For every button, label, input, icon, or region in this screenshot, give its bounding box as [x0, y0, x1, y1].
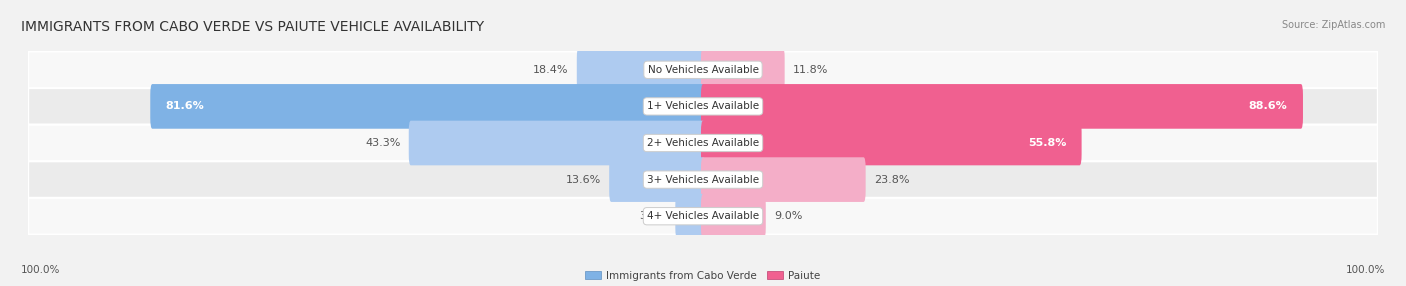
Text: Source: ZipAtlas.com: Source: ZipAtlas.com — [1281, 20, 1385, 30]
Text: 3.8%: 3.8% — [638, 211, 668, 221]
Text: 13.6%: 13.6% — [565, 175, 602, 184]
FancyBboxPatch shape — [702, 194, 766, 239]
Text: 4+ Vehicles Available: 4+ Vehicles Available — [647, 211, 759, 221]
FancyBboxPatch shape — [576, 47, 704, 92]
Text: 23.8%: 23.8% — [873, 175, 910, 184]
Text: IMMIGRANTS FROM CABO VERDE VS PAIUTE VEHICLE AVAILABILITY: IMMIGRANTS FROM CABO VERDE VS PAIUTE VEH… — [21, 20, 484, 34]
FancyBboxPatch shape — [702, 84, 1303, 129]
Text: 88.6%: 88.6% — [1249, 102, 1288, 111]
Text: 3+ Vehicles Available: 3+ Vehicles Available — [647, 175, 759, 184]
Text: 18.4%: 18.4% — [533, 65, 568, 75]
Text: 81.6%: 81.6% — [166, 102, 204, 111]
FancyBboxPatch shape — [28, 125, 1378, 161]
FancyBboxPatch shape — [409, 121, 704, 165]
FancyBboxPatch shape — [28, 51, 1378, 88]
FancyBboxPatch shape — [675, 194, 704, 239]
FancyBboxPatch shape — [28, 161, 1378, 198]
Text: 11.8%: 11.8% — [793, 65, 828, 75]
Text: 9.0%: 9.0% — [773, 211, 803, 221]
Text: 100.0%: 100.0% — [1346, 265, 1385, 275]
Text: 55.8%: 55.8% — [1028, 138, 1066, 148]
Text: 1+ Vehicles Available: 1+ Vehicles Available — [647, 102, 759, 111]
Text: 2+ Vehicles Available: 2+ Vehicles Available — [647, 138, 759, 148]
FancyBboxPatch shape — [702, 121, 1081, 165]
Text: 43.3%: 43.3% — [366, 138, 401, 148]
FancyBboxPatch shape — [150, 84, 704, 129]
Legend: Immigrants from Cabo Verde, Paiute: Immigrants from Cabo Verde, Paiute — [585, 271, 821, 281]
Text: 100.0%: 100.0% — [21, 265, 60, 275]
FancyBboxPatch shape — [702, 47, 785, 92]
FancyBboxPatch shape — [609, 157, 704, 202]
FancyBboxPatch shape — [28, 88, 1378, 125]
Text: No Vehicles Available: No Vehicles Available — [648, 65, 758, 75]
FancyBboxPatch shape — [702, 157, 866, 202]
FancyBboxPatch shape — [28, 198, 1378, 235]
